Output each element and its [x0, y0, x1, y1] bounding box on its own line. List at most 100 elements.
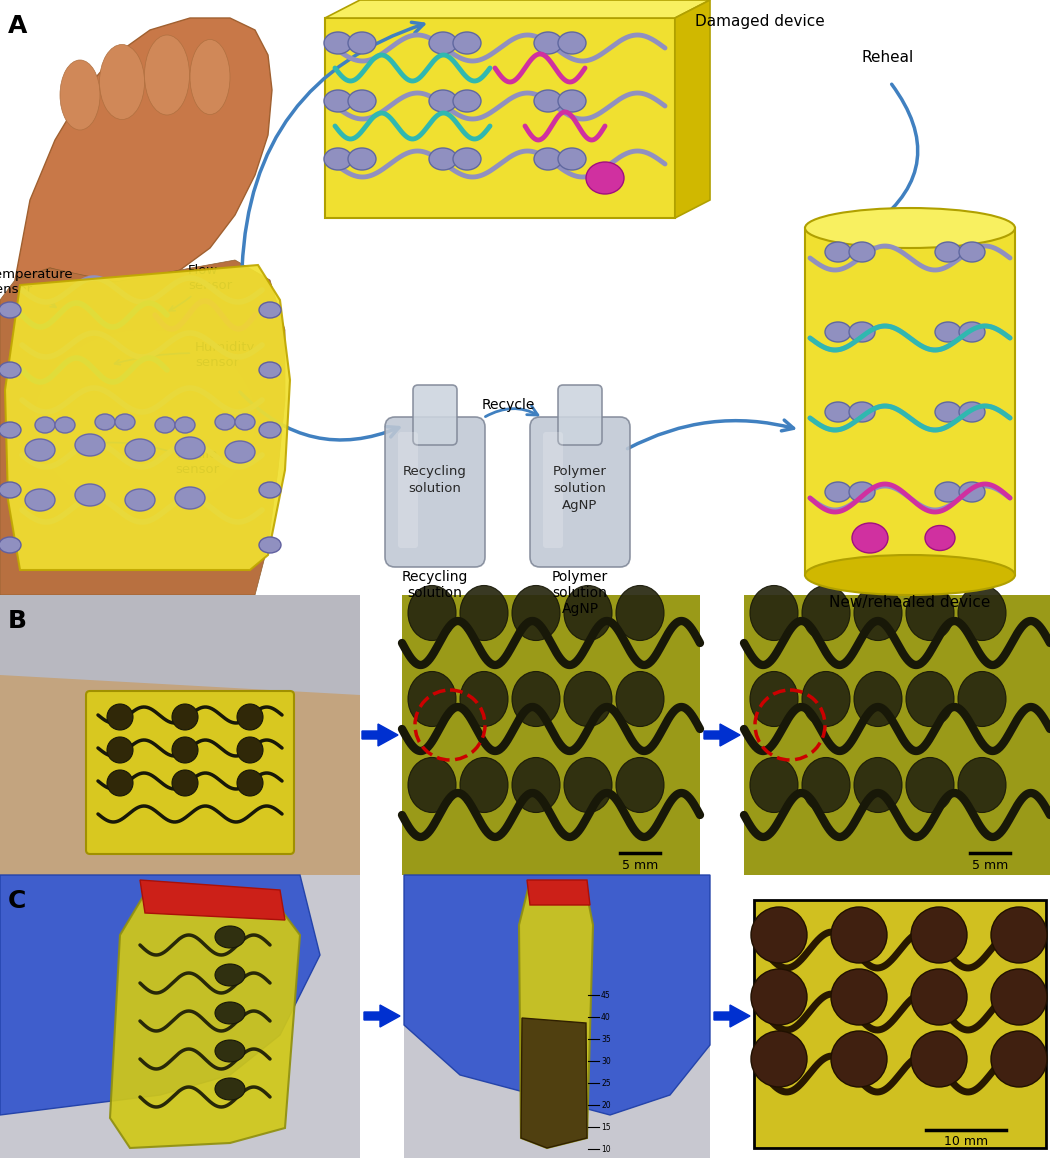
Ellipse shape: [852, 523, 888, 554]
Polygon shape: [0, 595, 360, 875]
Ellipse shape: [934, 242, 961, 262]
Ellipse shape: [906, 757, 954, 813]
Circle shape: [172, 736, 198, 763]
Text: Flow
sensor: Flow sensor: [169, 264, 232, 310]
Ellipse shape: [324, 148, 352, 170]
Text: Tactile
sensor: Tactile sensor: [85, 441, 219, 476]
Ellipse shape: [854, 586, 902, 640]
Ellipse shape: [116, 415, 135, 430]
Polygon shape: [754, 875, 1050, 1158]
Text: Polymer: Polymer: [553, 466, 607, 478]
Polygon shape: [0, 875, 360, 1158]
Ellipse shape: [100, 44, 145, 119]
Text: Recycling: Recycling: [403, 466, 467, 478]
Ellipse shape: [225, 441, 255, 463]
Text: Damaged device: Damaged device: [695, 14, 824, 29]
Ellipse shape: [558, 90, 586, 112]
Polygon shape: [0, 595, 1050, 875]
Circle shape: [751, 969, 807, 1025]
FancyBboxPatch shape: [413, 384, 457, 445]
Ellipse shape: [0, 537, 21, 554]
Ellipse shape: [348, 90, 376, 112]
Polygon shape: [0, 261, 285, 595]
Ellipse shape: [934, 322, 961, 342]
Text: 45: 45: [601, 990, 611, 999]
Circle shape: [107, 770, 133, 796]
Ellipse shape: [408, 586, 456, 640]
Ellipse shape: [959, 242, 985, 262]
Text: B: B: [8, 609, 27, 633]
Ellipse shape: [854, 757, 902, 813]
Ellipse shape: [558, 32, 586, 54]
Circle shape: [911, 907, 967, 963]
Polygon shape: [744, 595, 1050, 875]
Circle shape: [107, 736, 133, 763]
Ellipse shape: [25, 439, 55, 461]
Ellipse shape: [408, 672, 456, 726]
Polygon shape: [675, 0, 710, 218]
Polygon shape: [326, 0, 710, 19]
Ellipse shape: [259, 422, 281, 438]
Circle shape: [911, 969, 967, 1025]
Ellipse shape: [564, 586, 612, 640]
Ellipse shape: [805, 208, 1015, 248]
Text: Humidity
sensor: Humidity sensor: [114, 340, 255, 369]
Ellipse shape: [934, 402, 961, 422]
Ellipse shape: [925, 526, 956, 550]
Ellipse shape: [453, 32, 481, 54]
Ellipse shape: [94, 415, 116, 430]
Polygon shape: [0, 595, 360, 695]
Ellipse shape: [0, 422, 21, 438]
Text: Temperature
sensor: Temperature sensor: [0, 267, 72, 307]
FancyBboxPatch shape: [398, 432, 418, 548]
Polygon shape: [5, 265, 290, 570]
Polygon shape: [519, 885, 593, 1148]
Text: 20: 20: [601, 1100, 611, 1109]
Circle shape: [831, 969, 887, 1025]
Ellipse shape: [324, 90, 352, 112]
Text: New/rehealed device: New/rehealed device: [830, 595, 991, 610]
Ellipse shape: [802, 586, 851, 640]
Ellipse shape: [215, 1078, 245, 1100]
Ellipse shape: [906, 672, 954, 726]
Ellipse shape: [215, 963, 245, 985]
Ellipse shape: [959, 482, 985, 503]
Ellipse shape: [75, 434, 105, 456]
Circle shape: [107, 704, 133, 730]
Ellipse shape: [0, 482, 21, 498]
Ellipse shape: [512, 757, 560, 813]
Ellipse shape: [512, 672, 560, 726]
FancyArrow shape: [714, 1005, 750, 1027]
Ellipse shape: [906, 586, 954, 640]
Text: solution: solution: [408, 483, 461, 496]
Ellipse shape: [25, 489, 55, 511]
Ellipse shape: [175, 437, 205, 459]
Polygon shape: [326, 19, 675, 218]
Ellipse shape: [429, 32, 457, 54]
Ellipse shape: [534, 32, 562, 54]
Circle shape: [751, 1031, 807, 1087]
Polygon shape: [527, 880, 590, 906]
Ellipse shape: [35, 330, 255, 510]
Ellipse shape: [145, 35, 189, 115]
Ellipse shape: [825, 482, 851, 503]
Text: 10: 10: [601, 1144, 611, 1153]
Ellipse shape: [958, 672, 1006, 726]
Ellipse shape: [534, 148, 562, 170]
Ellipse shape: [825, 242, 851, 262]
Ellipse shape: [259, 302, 281, 318]
Ellipse shape: [408, 757, 456, 813]
Ellipse shape: [0, 362, 21, 378]
Ellipse shape: [534, 90, 562, 112]
Polygon shape: [140, 880, 285, 919]
Ellipse shape: [55, 417, 75, 433]
Ellipse shape: [155, 417, 175, 433]
Text: AgNP: AgNP: [563, 499, 597, 513]
Ellipse shape: [849, 242, 875, 262]
Polygon shape: [402, 595, 700, 875]
Polygon shape: [404, 875, 710, 1115]
Ellipse shape: [175, 488, 205, 510]
Text: A: A: [8, 14, 27, 38]
Circle shape: [831, 907, 887, 963]
Ellipse shape: [460, 757, 508, 813]
